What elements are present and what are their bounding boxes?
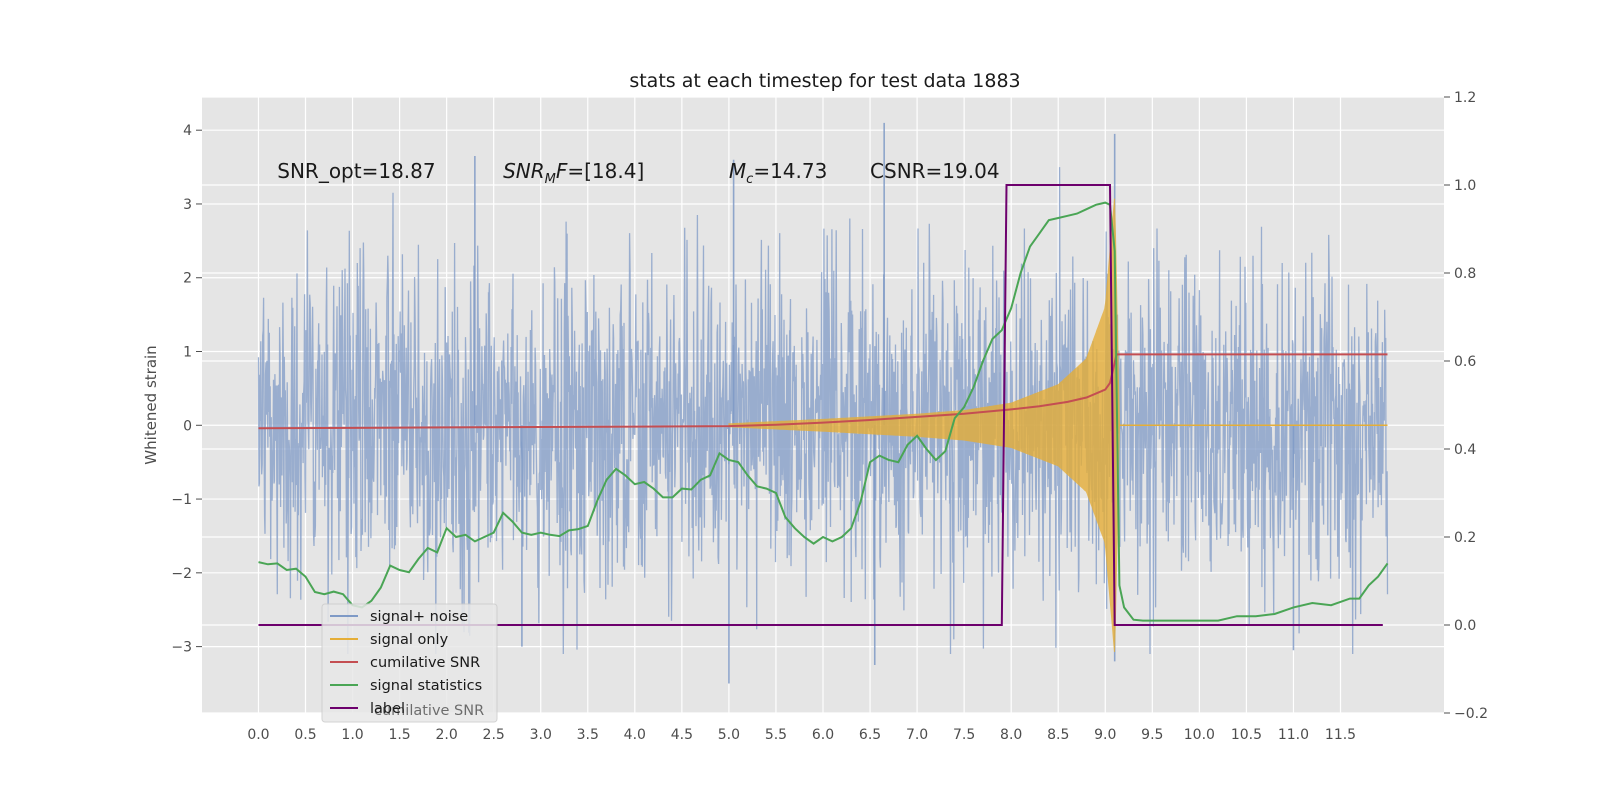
y-tick-label: 0: [183, 418, 192, 434]
chart-title: stats at each timestep for test data 188…: [629, 70, 1020, 92]
legend-label: signal only: [370, 632, 449, 648]
legend-label: cumilative SNR: [370, 655, 480, 671]
x-tick-label: 9.5: [1141, 727, 1163, 743]
y-tick-label: −3: [171, 640, 192, 656]
annotations: SNR_opt=18.87 SNRMF=[18.4] Mc=14.73 CSNR=19…: [277, 159, 999, 187]
y2-tick-label: 0.4: [1454, 442, 1476, 458]
y-tick-label: 1: [183, 345, 192, 361]
x-tick-label: 7.5: [953, 727, 975, 743]
y-tick-label: 3: [183, 197, 192, 213]
x-tick-label: 10.5: [1231, 727, 1262, 743]
y2-tick-label: 0.8: [1454, 266, 1476, 282]
legend-ghost-text: cumilative SNR: [374, 703, 484, 719]
x-tick-label: 3.5: [577, 727, 599, 743]
x-tick-label: 7.0: [906, 727, 928, 743]
y2-tick-label: −0.2: [1454, 706, 1488, 722]
cumulative-snr-line: [258, 353, 1388, 430]
annotation-mc-base: M: [729, 159, 746, 183]
y-tick-label: 2: [183, 271, 192, 287]
y2-tick-label: 0.2: [1454, 530, 1476, 546]
y-tick-label: −1: [171, 492, 192, 508]
annotation-snr-mf-base: SNR: [503, 159, 545, 183]
x-tick-label: 11.0: [1278, 727, 1309, 743]
signal-noise-line: [257, 167, 1389, 655]
x-tick-label: 4.0: [624, 727, 646, 743]
x-tick-label: 5.0: [718, 727, 740, 743]
signal-only-envelope: [728, 198, 1120, 652]
y-axis-label: Whitened strain: [142, 345, 160, 464]
axis-ticks: 0.0 0.5 1.0 1.5 2.0 2.5 3.0 3.5 4.0 4.5 5.0 5.5 6.0 6…: [171, 90, 1488, 743]
legend-label: signal statistics: [370, 678, 482, 694]
legend-label: signal+ noise: [370, 609, 468, 625]
x-tick-label: 8.5: [1047, 727, 1069, 743]
annotation-snr-mf: SNRMF=[18.4]: [503, 159, 644, 187]
x-tick-label: 2.0: [436, 727, 458, 743]
x-tick-label: 11.5: [1325, 727, 1356, 743]
x-tick-label: 0.0: [247, 727, 269, 743]
y2-tick-label: 1.2: [1454, 90, 1476, 106]
x-tick-label: 9.0: [1094, 727, 1116, 743]
x-tick-label: 6.5: [859, 727, 881, 743]
x-tick-label: 5.5: [765, 727, 787, 743]
y-tick-label: −2: [171, 566, 192, 582]
signal-statistics-line: [258, 201, 1389, 622]
y2-tick-label: 0.0: [1454, 618, 1476, 634]
x-tick-label: 6.0: [812, 727, 834, 743]
annotation-mc-value: =14.73: [753, 159, 827, 183]
legend-label: label: [370, 701, 405, 717]
x-tick-label: 8.0: [1000, 727, 1022, 743]
annotation-mc-sub: c: [746, 172, 753, 187]
annotation-snr-mf-sub: M: [545, 172, 556, 187]
label-line: [258, 184, 1383, 626]
x-tick-label: 2.5: [483, 727, 505, 743]
annotation-snr-mf-f: F: [556, 159, 568, 183]
annotation-snr-opt: SNR_opt=18.87: [277, 159, 435, 183]
x-tick-label: 0.5: [294, 727, 316, 743]
legend: cumilative SNR signal+ noise signal only cu…: [321, 603, 498, 723]
y2-tick-label: 0.6: [1454, 354, 1476, 370]
annotation-csnr: CSNR=19.04: [870, 159, 1000, 183]
annotation-snr-mf-value: =[18.4]: [567, 159, 644, 183]
y-tick-label: 4: [183, 123, 192, 139]
x-tick-label: 1.5: [388, 727, 410, 743]
x-tick-label: 1.0: [341, 727, 363, 743]
x-tick-label: 3.0: [530, 727, 552, 743]
series-layer: [257, 122, 1389, 684]
annotation-mc: Mc=14.73: [729, 159, 827, 187]
y2-tick-label: 1.0: [1454, 178, 1476, 194]
x-tick-label: 10.0: [1184, 727, 1215, 743]
x-tick-label: 4.5: [671, 727, 693, 743]
legend-box: [321, 603, 498, 723]
